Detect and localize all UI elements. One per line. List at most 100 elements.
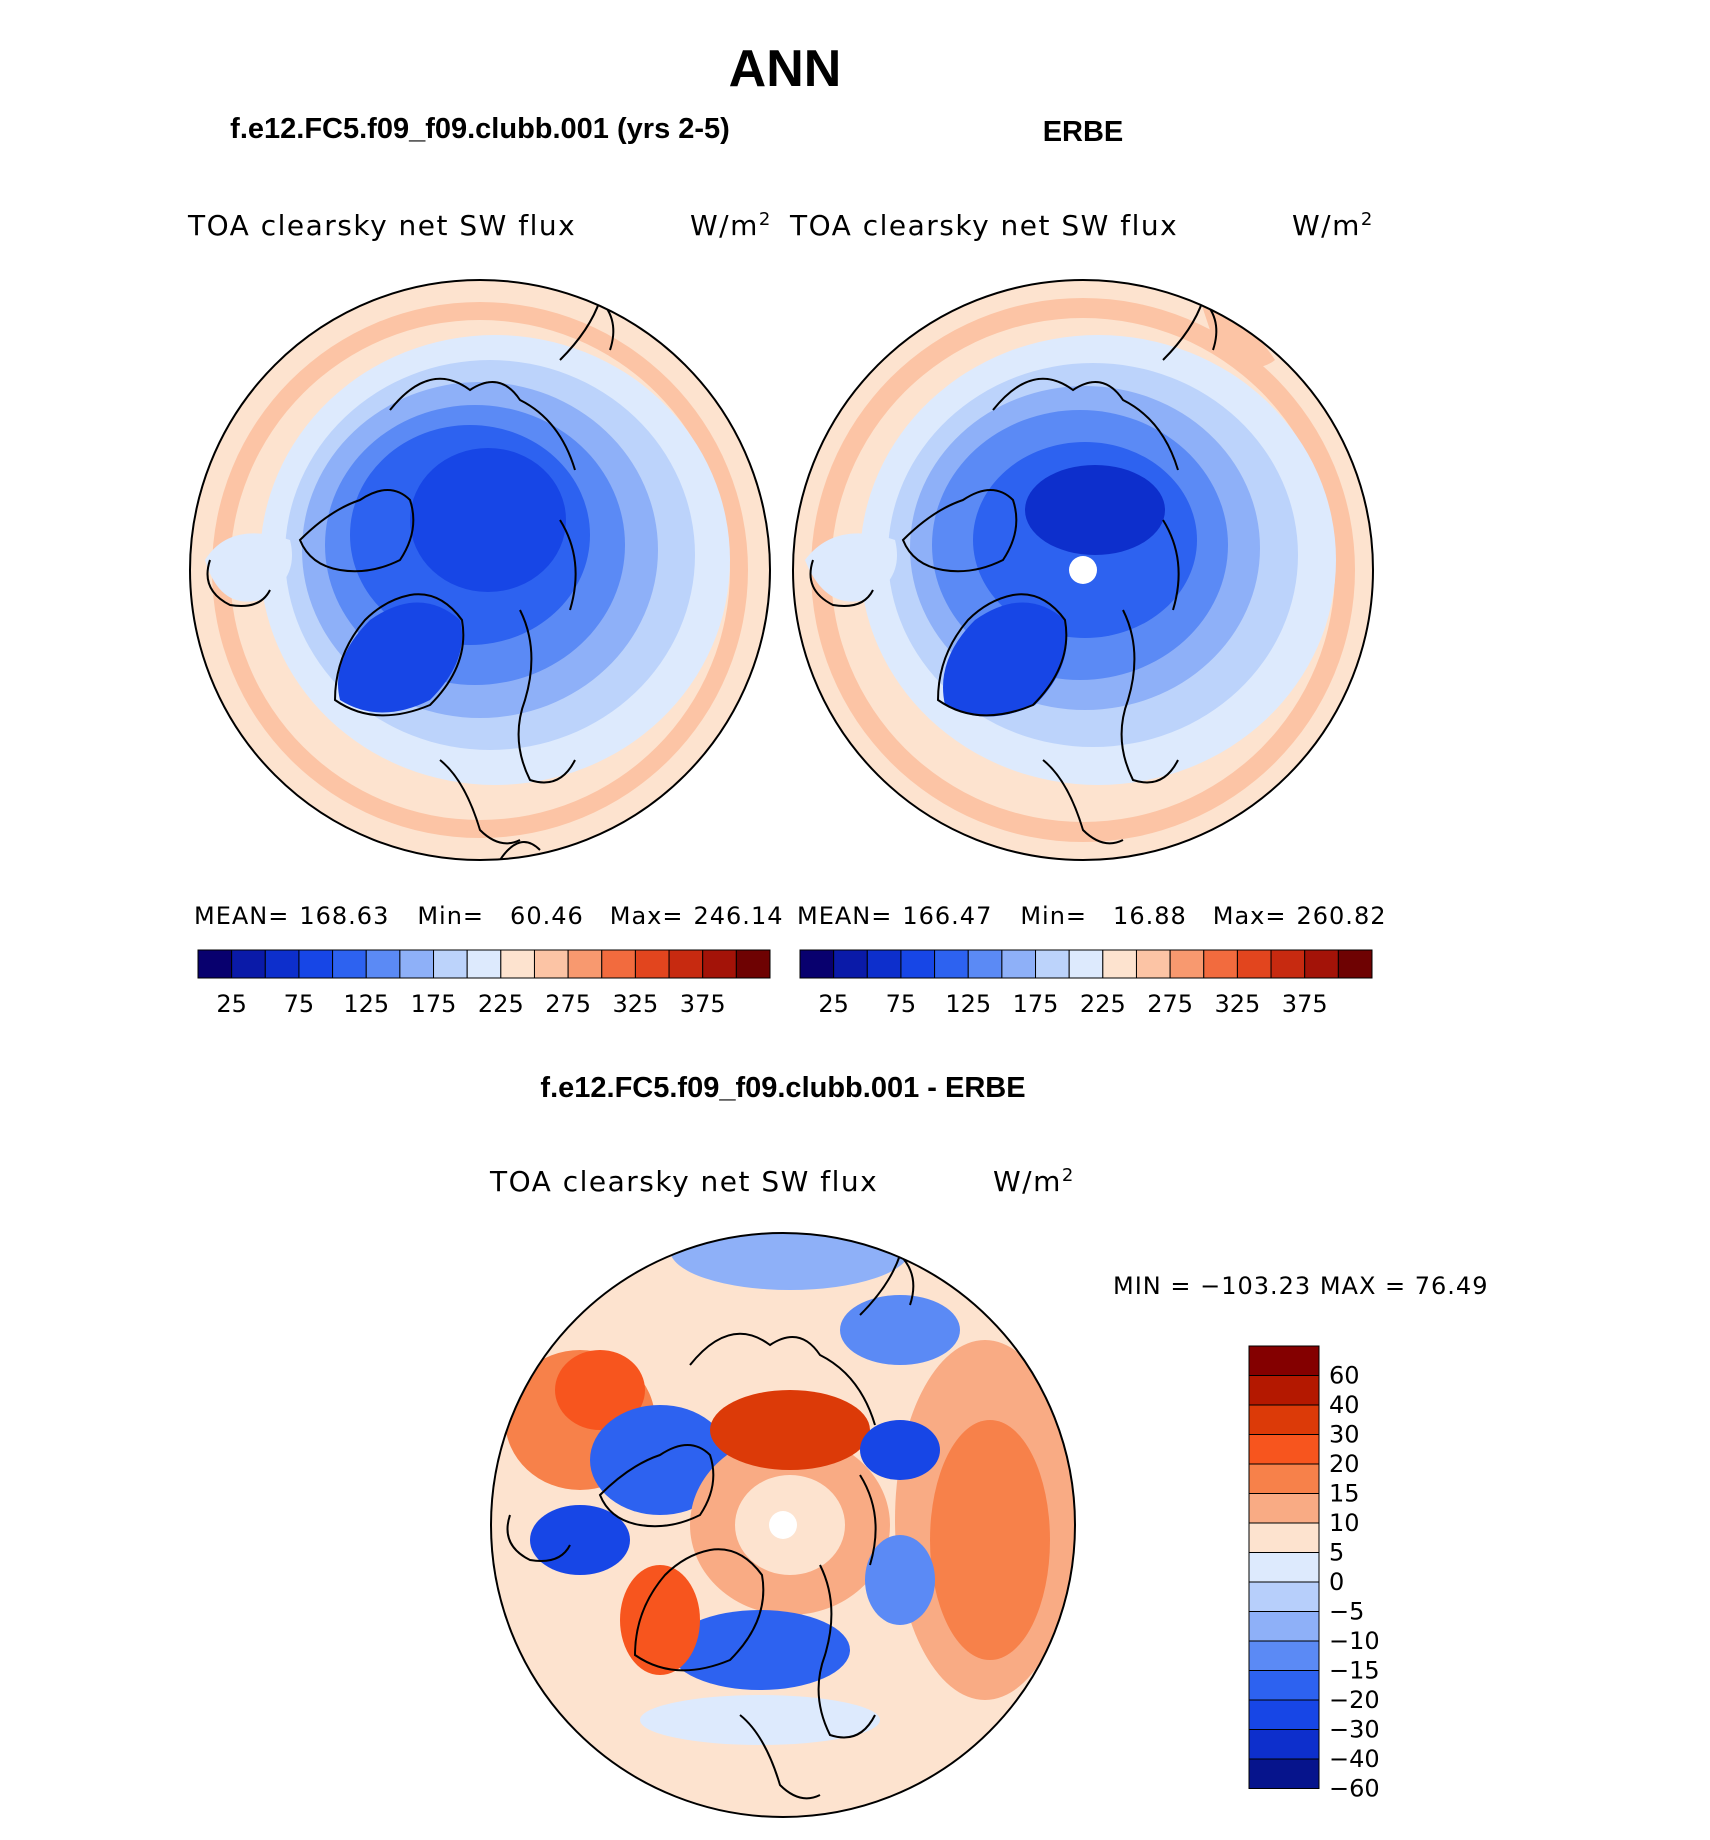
obs-colorbar-box [900, 949, 936, 979]
model-case-title: f.e12.FC5.f09_f09.clubb.001 (yrs 2-5) [230, 113, 730, 145]
obs-colorbar-tick-label: 225 [1080, 990, 1126, 1018]
model-colorbar-tick-label: 75 [284, 990, 315, 1018]
obs-colorbar-tick-label: 25 [818, 990, 849, 1018]
model-colorbar-box [365, 949, 401, 979]
diff-variable-label: TOA clearsky net SW flux [489, 1165, 878, 1198]
model-colorbar-box [668, 949, 704, 979]
diff-colorbar-box [1248, 1670, 1320, 1701]
model-map-border [189, 279, 771, 861]
obs-colorbar-tick-label: 75 [886, 990, 917, 1018]
diff-colorbar-box [1248, 1640, 1320, 1671]
model-colorbar-tick-label: 275 [545, 990, 591, 1018]
model-units-label: W/m2 [690, 209, 772, 242]
obs-colorbar-box [1169, 949, 1205, 979]
obs-pole-mask [1069, 556, 1097, 584]
diff-units-label: W/m2 [993, 1165, 1075, 1198]
obs-colorbar-tick-label: 375 [1282, 990, 1328, 1018]
obs-colorbar-box [833, 949, 868, 979]
obs-colorbar-box [1068, 949, 1104, 979]
diff-colorbar-box [1248, 1611, 1320, 1642]
diff-colorbar-box [1248, 1375, 1320, 1406]
model-colorbar-box [433, 949, 468, 979]
diff-colorbar-box [1248, 1699, 1320, 1730]
model-colorbar-box [298, 949, 334, 979]
model-colorbar-tick-label: 25 [216, 990, 247, 1018]
diff-pole-mask [769, 1511, 797, 1539]
diff-map-border [490, 1232, 1076, 1818]
model-colorbar-box [634, 949, 670, 979]
model-variable-label: TOA clearsky net SW flux [187, 209, 576, 242]
model-colorbar: 25 75 125 175 225 275 325 375 [197, 949, 771, 1018]
model-colorbar-box [533, 949, 569, 979]
diff-colorbar-tick-label: −10 [1329, 1627, 1380, 1655]
model-stats: MEAN= 168.63 Min= 60.46 Max= 246.14 [194, 902, 783, 930]
obs-case-title: ERBE [1043, 116, 1124, 148]
diff-coastlines [506, 1253, 915, 1800]
diff-colorbar-box [1248, 1581, 1320, 1612]
model-colorbar-box [466, 949, 502, 979]
page-title: ANN [729, 40, 842, 98]
obs-colorbar-box [799, 949, 835, 979]
obs-colorbar-box [1304, 949, 1339, 979]
diff-colorbar-box [1248, 1463, 1320, 1494]
obs-colorbar-tick-label: 275 [1147, 990, 1193, 1018]
obs-panel: ERBE TOA clearsky net SW flux W/m2 [789, 116, 1386, 1018]
diff-colorbar-tick-label: −20 [1329, 1686, 1380, 1714]
model-colorbar-tick-label: 325 [613, 990, 659, 1018]
diff-colorbar-box [1248, 1552, 1320, 1583]
diff-title: f.e12.FC5.f09_f09.clubb.001 - ERBE [540, 1072, 1025, 1104]
obs-units-label: W/m2 [1292, 209, 1374, 242]
obs-colorbar-tick-label: 125 [945, 990, 991, 1018]
diff-colorbar-tick-label: −15 [1329, 1657, 1380, 1685]
diff-colorbar-tick-label: −5 [1329, 1598, 1364, 1626]
model-map [190, 280, 770, 860]
obs-colorbar-box [1203, 949, 1238, 979]
diff-colorbar-tick-label: 10 [1329, 1509, 1360, 1537]
diff-colorbar-tick-label: 0 [1329, 1568, 1344, 1596]
diff-colorbar-tick-label: −40 [1329, 1745, 1380, 1773]
model-colorbar-box [500, 949, 535, 979]
obs-colorbar-box [1270, 949, 1306, 979]
diff-colorbar-box [1248, 1404, 1320, 1435]
model-colorbar-tick-label: 225 [478, 990, 524, 1018]
obs-colorbar-tick-label: 325 [1215, 990, 1261, 1018]
model-colorbar-tick-label: 375 [680, 990, 726, 1018]
diff-colorbar-tick-label: 5 [1329, 1539, 1344, 1567]
model-colorbar-box [702, 949, 737, 979]
model-panel: f.e12.FC5.f09_f09.clubb.001 (yrs 2-5) TO… [187, 113, 783, 1018]
obs-stats: MEAN= 166.47 Min= 16.88 Max= 260.82 [797, 902, 1386, 930]
obs-colorbar-box [967, 949, 1003, 979]
diff-colorbar-box [1248, 1729, 1320, 1760]
diff-colorbar-tick-label: 40 [1329, 1391, 1360, 1419]
diff-colorbar-tick-label: 30 [1329, 1421, 1360, 1449]
obs-colorbar: 25 75 125 175 225 275 325 375 [799, 949, 1373, 1018]
obs-colorbar-tick-label: 175 [1013, 990, 1059, 1018]
model-colorbar-box [567, 949, 603, 979]
model-colorbar-box [735, 949, 771, 979]
diff-panel: f.e12.FC5.f09_f09.clubb.001 - ERBE TOA c… [489, 1072, 1488, 1818]
obs-map-border [792, 279, 1374, 861]
obs-colorbar-box [1337, 949, 1373, 979]
diff-minmax: MIN = −103.23 MAX = 76.49 [1113, 1272, 1488, 1300]
model-colorbar-box [399, 949, 435, 979]
model-colorbar-box [601, 949, 636, 979]
diff-colorbar-box [1248, 1345, 1320, 1376]
diff-colorbar-box [1248, 1758, 1320, 1789]
obs-colorbar-box [866, 949, 902, 979]
obs-colorbar-box [1102, 949, 1137, 979]
obs-variable-label: TOA clearsky net SW flux [789, 209, 1178, 242]
model-colorbar-box [264, 949, 300, 979]
obs-colorbar-box [1001, 949, 1037, 979]
model-colorbar-box [197, 949, 233, 979]
diff-colorbar-tick-label: 60 [1329, 1362, 1360, 1390]
model-coastlines [206, 298, 615, 860]
obs-colorbar-box [1035, 949, 1070, 979]
diff-colorbar-tick-label: −30 [1329, 1716, 1380, 1744]
obs-colorbar-box [934, 949, 969, 979]
diff-colorbar-box [1248, 1522, 1320, 1553]
diff-colorbar-tick-label: 15 [1329, 1480, 1360, 1508]
diff-colorbar-box [1248, 1434, 1320, 1465]
model-colorbar-box [332, 949, 367, 979]
model-colorbar-box [231, 949, 266, 979]
